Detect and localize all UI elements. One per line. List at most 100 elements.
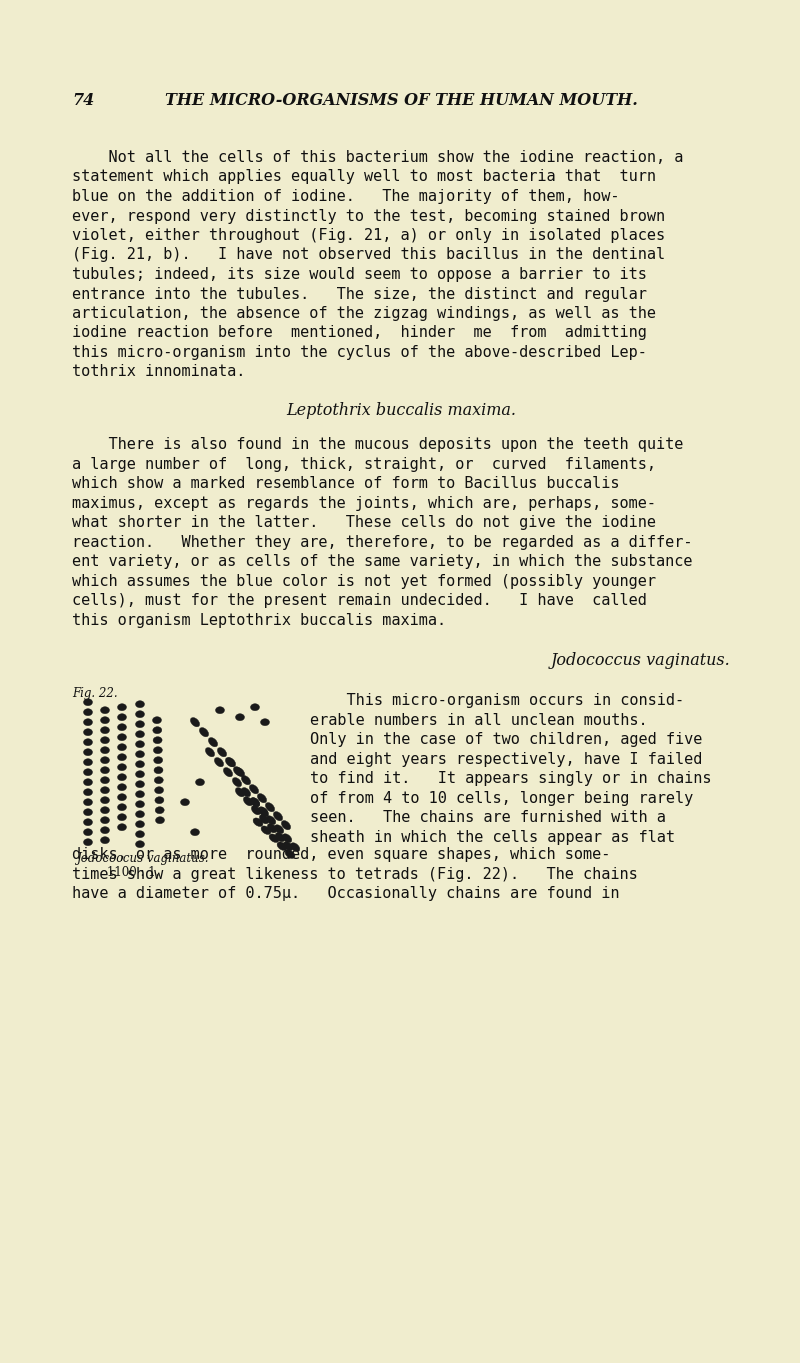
Ellipse shape <box>266 803 274 812</box>
Text: Leptothrix buccalis maxima.: Leptothrix buccalis maxima. <box>286 402 516 418</box>
Text: blue on the addition of iodine.   The majority of them, how-: blue on the addition of iodine. The majo… <box>72 189 619 204</box>
Ellipse shape <box>155 807 164 814</box>
Text: Only in the case of two children, aged five: Only in the case of two children, aged f… <box>310 732 702 747</box>
Text: to find it.   It appears singly or in chains: to find it. It appears singly or in chai… <box>310 771 711 786</box>
Ellipse shape <box>215 706 225 714</box>
Ellipse shape <box>135 821 145 827</box>
Ellipse shape <box>258 807 268 815</box>
Ellipse shape <box>250 797 260 807</box>
Ellipse shape <box>83 789 93 796</box>
Ellipse shape <box>101 837 110 844</box>
Text: reaction.   Whether they are, therefore, to be regarded as a differ-: reaction. Whether they are, therefore, t… <box>72 534 693 549</box>
Ellipse shape <box>153 726 162 733</box>
Ellipse shape <box>118 814 126 821</box>
Ellipse shape <box>118 703 126 710</box>
Text: 1100 : 1.: 1100 : 1. <box>107 867 159 879</box>
Text: violet, either throughout (Fig. 21, a) or only in isolated places: violet, either throughout (Fig. 21, a) o… <box>72 228 665 243</box>
Ellipse shape <box>135 701 145 707</box>
Text: of from 4 to 10 cells, longer being rarely: of from 4 to 10 cells, longer being rare… <box>310 791 694 806</box>
Text: cells), must for the present remain undecided.   I have  called: cells), must for the present remain unde… <box>72 593 647 608</box>
Ellipse shape <box>154 786 163 793</box>
Ellipse shape <box>155 797 164 804</box>
Ellipse shape <box>135 791 145 797</box>
Ellipse shape <box>83 718 93 725</box>
Ellipse shape <box>190 717 200 726</box>
Ellipse shape <box>277 842 287 851</box>
Text: statement which applies equally well to most bacteria that  turn: statement which applies equally well to … <box>72 169 656 184</box>
Ellipse shape <box>135 731 145 737</box>
Ellipse shape <box>234 766 242 776</box>
Text: entrance into the tubules.   The size, the distinct and regular: entrance into the tubules. The size, the… <box>72 286 647 301</box>
Ellipse shape <box>223 767 233 777</box>
Ellipse shape <box>235 767 245 777</box>
Ellipse shape <box>135 761 145 767</box>
Ellipse shape <box>135 811 145 818</box>
Text: This micro-organism occurs in consid-: This micro-organism occurs in consid- <box>310 692 684 707</box>
Ellipse shape <box>154 747 162 754</box>
Ellipse shape <box>275 833 285 842</box>
Ellipse shape <box>154 756 162 763</box>
Ellipse shape <box>101 786 110 793</box>
Text: have a diameter of 0.75μ.   Occasionally chains are found in: have a diameter of 0.75μ. Occasionally c… <box>72 886 619 901</box>
Ellipse shape <box>83 799 93 806</box>
Ellipse shape <box>250 785 258 793</box>
Ellipse shape <box>135 770 145 778</box>
Ellipse shape <box>83 739 93 746</box>
Ellipse shape <box>83 829 93 836</box>
Ellipse shape <box>259 815 269 823</box>
Ellipse shape <box>153 717 162 724</box>
Text: Jodococcus vaginatus.: Jodococcus vaginatus. <box>550 652 730 669</box>
Text: seen.   The chains are furnished with a: seen. The chains are furnished with a <box>310 810 666 825</box>
Ellipse shape <box>135 781 145 788</box>
Ellipse shape <box>218 747 226 756</box>
Text: erable numbers in all unclean mouths.: erable numbers in all unclean mouths. <box>310 713 648 728</box>
Ellipse shape <box>101 777 110 784</box>
Ellipse shape <box>118 784 126 791</box>
Ellipse shape <box>195 778 205 785</box>
Text: maximus, except as regards the joints, which are, perhaps, some-: maximus, except as regards the joints, w… <box>72 496 656 511</box>
Ellipse shape <box>235 788 245 797</box>
Ellipse shape <box>83 838 93 845</box>
Text: ent variety, or as cells of the same variety, in which the substance: ent variety, or as cells of the same var… <box>72 555 693 570</box>
Ellipse shape <box>101 717 110 724</box>
Ellipse shape <box>154 767 163 774</box>
Ellipse shape <box>226 758 234 767</box>
Ellipse shape <box>282 821 290 830</box>
Ellipse shape <box>242 776 250 785</box>
Ellipse shape <box>101 797 110 804</box>
Ellipse shape <box>242 788 250 797</box>
Ellipse shape <box>214 758 224 767</box>
Ellipse shape <box>83 778 93 785</box>
Ellipse shape <box>135 841 145 848</box>
Ellipse shape <box>101 736 110 744</box>
Ellipse shape <box>101 747 110 754</box>
Ellipse shape <box>83 759 93 766</box>
Ellipse shape <box>283 841 293 851</box>
Text: and eight years respectively, have I failed: and eight years respectively, have I fai… <box>310 751 702 766</box>
Ellipse shape <box>181 799 190 806</box>
Ellipse shape <box>250 703 259 710</box>
Text: a large number of  long, thick, straight, or  curved  filaments,: a large number of long, thick, straight,… <box>72 457 656 472</box>
Ellipse shape <box>226 758 236 767</box>
Text: which assumes the blue color is not yet formed (possibly younger: which assumes the blue color is not yet … <box>72 574 656 589</box>
Ellipse shape <box>83 748 93 755</box>
Ellipse shape <box>153 736 162 744</box>
Text: articulation, the absence of the zigzag windings, as well as the: articulation, the absence of the zigzag … <box>72 307 656 322</box>
Text: iodine reaction before  mentioned,  hinder  me  from  admitting: iodine reaction before mentioned, hinder… <box>72 326 647 341</box>
Ellipse shape <box>101 756 110 763</box>
Ellipse shape <box>199 728 209 737</box>
Ellipse shape <box>208 737 218 747</box>
Ellipse shape <box>261 826 271 834</box>
Ellipse shape <box>83 699 93 706</box>
Ellipse shape <box>118 774 126 781</box>
Ellipse shape <box>135 740 145 748</box>
Text: sheath in which the cells appear as flat: sheath in which the cells appear as flat <box>310 830 675 845</box>
Ellipse shape <box>118 793 126 800</box>
Ellipse shape <box>269 834 279 842</box>
Ellipse shape <box>135 800 145 808</box>
Ellipse shape <box>154 777 163 784</box>
Ellipse shape <box>135 721 145 728</box>
Ellipse shape <box>135 710 145 718</box>
Text: times show a great likeness to tetrads (Fig. 22).   The chains: times show a great likeness to tetrads (… <box>72 867 638 882</box>
Ellipse shape <box>83 729 93 736</box>
